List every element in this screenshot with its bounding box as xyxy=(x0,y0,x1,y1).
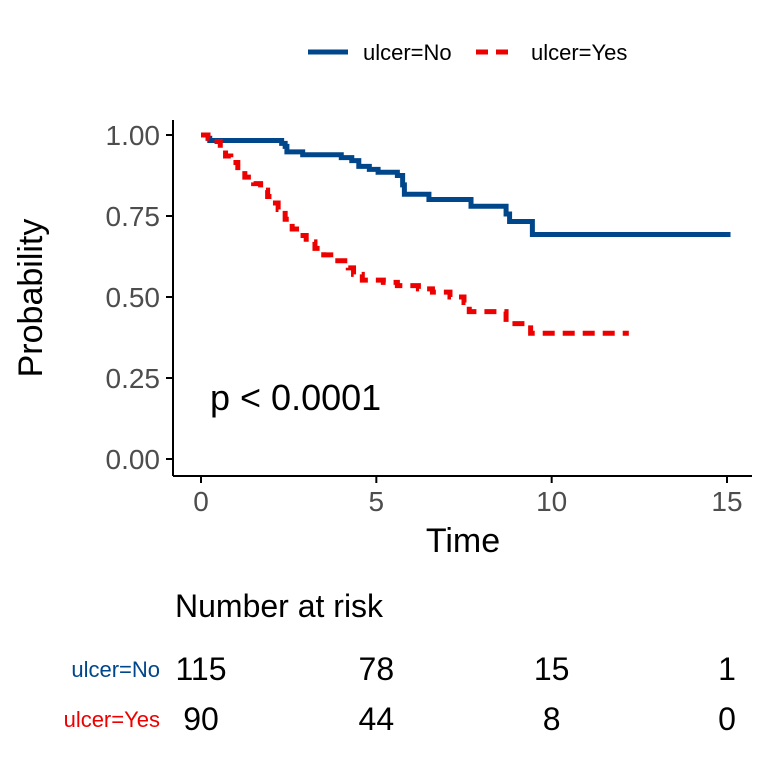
y-axis-label: Probability xyxy=(12,219,50,378)
risk-table-rows: ulcer=No 115 78 15 1 ulcer=Yes 90 44 8 0 xyxy=(64,651,736,737)
risk-row-label: ulcer=Yes xyxy=(64,707,160,732)
x-axis-label: Time xyxy=(426,522,500,560)
survival-curves xyxy=(201,132,731,336)
y-tick-label: 0.25 xyxy=(106,363,161,394)
y-tick-label: 0.75 xyxy=(106,201,161,232)
risk-count: 44 xyxy=(359,701,395,737)
y-tick-label: 0.00 xyxy=(106,444,161,475)
y-axis-ticks: 0.00 0.25 0.50 0.75 1.00 xyxy=(106,120,173,475)
legend-label: ulcer=Yes xyxy=(531,40,627,65)
curve-ulcer-yes xyxy=(201,132,629,336)
x-tick-label: 5 xyxy=(369,486,385,517)
x-axis-ticks: 0 5 10 15 xyxy=(193,476,743,517)
risk-count: 90 xyxy=(183,701,219,737)
risk-table-title: Number at risk xyxy=(175,588,384,624)
risk-count: 115 xyxy=(175,651,226,687)
risk-count: 0 xyxy=(718,701,736,737)
y-tick-label: 0.50 xyxy=(106,282,161,313)
curve-ulcer-no xyxy=(201,132,731,237)
x-tick-label: 10 xyxy=(536,486,567,517)
legend: ulcer=No ulcer=Yes xyxy=(308,40,627,65)
y-tick-label: 1.00 xyxy=(106,120,161,151)
x-tick-label: 0 xyxy=(193,486,209,517)
risk-count: 15 xyxy=(534,651,570,687)
risk-count: 8 xyxy=(543,701,561,737)
p-value-annotation: p < 0.0001 xyxy=(210,377,381,418)
x-tick-label: 15 xyxy=(711,486,742,517)
plot-area: 0.00 0.25 0.50 0.75 1.00 0 5 10 15 p < 0.0001 xyxy=(106,120,752,517)
risk-count: 78 xyxy=(359,651,395,687)
risk-table: Number at risk ulcer=No 115 78 15 1 ulcer=Yes… xyxy=(64,588,736,737)
risk-row-label: ulcer=No xyxy=(71,657,160,682)
risk-count: 1 xyxy=(718,651,736,687)
legend-label: ulcer=No xyxy=(363,40,452,65)
